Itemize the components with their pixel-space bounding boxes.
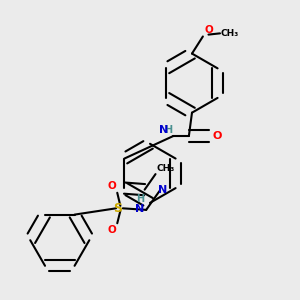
Text: O: O	[204, 25, 213, 35]
Text: O: O	[108, 181, 117, 191]
Text: O: O	[108, 225, 117, 235]
Text: O: O	[213, 131, 222, 141]
Text: CH₃: CH₃	[221, 29, 239, 38]
Text: H: H	[136, 194, 144, 204]
Text: H: H	[164, 125, 172, 135]
Text: CH₃: CH₃	[156, 164, 174, 172]
Text: N: N	[135, 204, 144, 214]
Text: N: N	[158, 185, 167, 195]
Text: S: S	[113, 202, 122, 215]
Text: N: N	[159, 125, 168, 135]
